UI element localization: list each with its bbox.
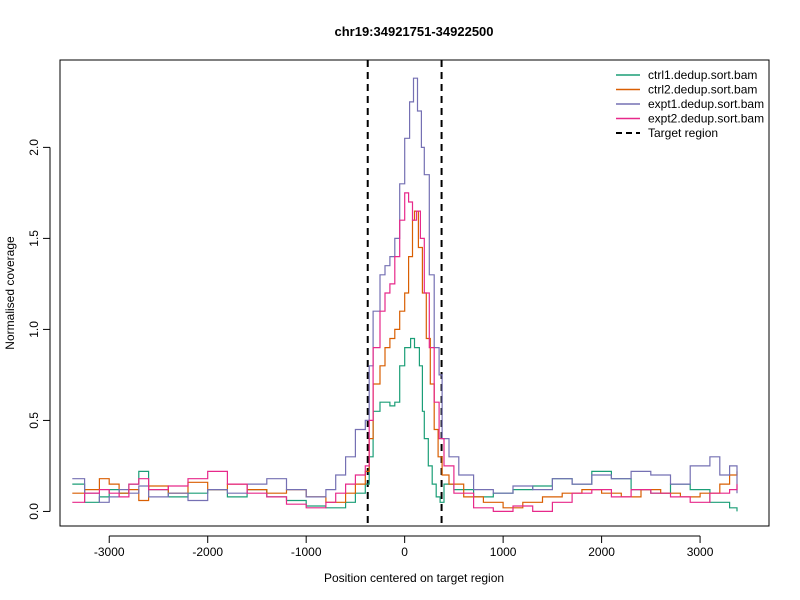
x-tick-label: -1000 bbox=[291, 545, 322, 559]
y-tick-label: 1.0 bbox=[27, 321, 41, 338]
x-tick-label: 2000 bbox=[588, 545, 615, 559]
y-tick-label: 0.5 bbox=[27, 412, 41, 429]
legend-label: Target region bbox=[648, 126, 718, 140]
series-layer bbox=[72, 77, 738, 512]
y-tick-label: 1.5 bbox=[27, 230, 41, 247]
chart-title: chr19:34921751-34922500 bbox=[334, 24, 493, 39]
x-axis-label: Position centered on target region bbox=[324, 571, 504, 585]
x-tick-label: -2000 bbox=[192, 545, 223, 559]
series-line-3 bbox=[72, 77, 738, 503]
y-axis: 0.0 0.5 1.0 1.5 2.0 bbox=[27, 139, 51, 520]
x-tick-label: 3000 bbox=[687, 545, 714, 559]
x-axis: -3000 -2000 -1000 0 1000 2000 3000 bbox=[94, 535, 714, 559]
x-tick-label: 0 bbox=[401, 545, 408, 559]
x-tick-label: 1000 bbox=[490, 545, 517, 559]
legend-label: expt1.dedup.sort.bam bbox=[648, 97, 764, 111]
y-tick-label: 0.0 bbox=[27, 503, 41, 520]
legend-label: ctrl1.dedup.sort.bam bbox=[648, 68, 757, 82]
x-tick-label: -3000 bbox=[94, 545, 125, 559]
plot-frame bbox=[59, 59, 770, 527]
y-tick-label: 2.0 bbox=[27, 139, 41, 156]
y-axis-label: Normalised coverage bbox=[3, 236, 17, 350]
target-region-lines bbox=[366, 60, 443, 526]
series-line-4 bbox=[72, 192, 738, 512]
legend-label: expt2.dedup.sort.bam bbox=[648, 112, 764, 126]
legend: ctrl1.dedup.sort.bamctrl2.dedup.sort.bam… bbox=[616, 68, 764, 140]
legend-label: ctrl2.dedup.sort.bam bbox=[648, 83, 757, 97]
